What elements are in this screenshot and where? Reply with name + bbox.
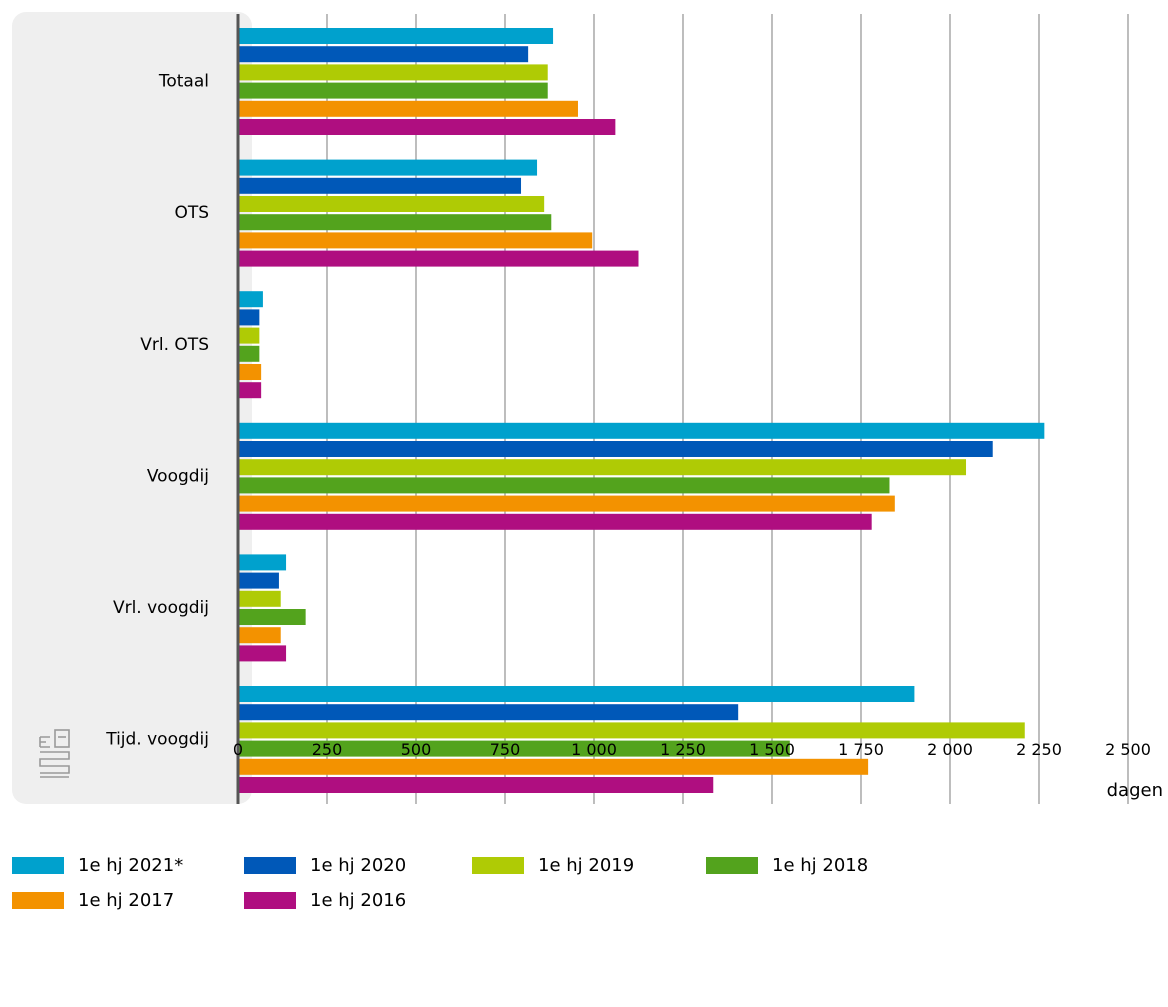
bar-chart: Totaal OTS Vrl. OTS Voogdij Vrl. voogdij Tijd… xyxy=(12,12,1163,804)
bar xyxy=(238,645,287,662)
x-tick-label: 1 750 xyxy=(838,740,884,759)
x-tick-label: 750 xyxy=(490,740,521,759)
category-label: OTS xyxy=(174,203,209,223)
x-tick-label: 2 000 xyxy=(927,740,973,759)
bar xyxy=(238,758,869,775)
legend-label: 1e hj 2018 xyxy=(772,854,869,876)
category-label: Totaal xyxy=(158,72,209,92)
legend-item: 1e hj 2020 xyxy=(244,852,406,878)
bar xyxy=(238,722,1025,739)
bar xyxy=(238,495,895,512)
bar xyxy=(238,82,548,99)
bar xyxy=(238,609,306,625)
bar xyxy=(238,704,739,721)
bar xyxy=(238,345,260,362)
bar xyxy=(238,28,554,44)
legend-label: 1e hj 2021* xyxy=(78,854,184,876)
legend-item: 1e hj 2018 xyxy=(706,852,868,878)
bar xyxy=(238,64,548,81)
x-tick-label: 2 500 xyxy=(1105,740,1151,759)
bars xyxy=(238,28,1045,793)
chart-label-panel xyxy=(12,12,252,804)
bar xyxy=(238,441,993,457)
legend-label: 1e hj 2016 xyxy=(310,889,407,911)
bar xyxy=(238,459,967,476)
grid-lines xyxy=(326,14,1129,804)
bar xyxy=(238,309,260,326)
bar xyxy=(238,327,260,344)
bar xyxy=(238,627,281,644)
category-label: Voogdij xyxy=(147,466,209,486)
x-tick-label: 250 xyxy=(312,740,343,759)
legend-swatch xyxy=(244,891,296,909)
bar xyxy=(238,250,639,267)
legend-label: 1e hj 2017 xyxy=(78,889,175,911)
x-tick-label: 1 000 xyxy=(571,740,617,759)
bar xyxy=(238,590,281,607)
cbs-logo-icon xyxy=(39,729,70,778)
x-tick-label: 0 xyxy=(233,740,243,759)
bar xyxy=(238,364,262,380)
bar xyxy=(238,159,538,176)
bar xyxy=(238,232,593,249)
legend-swatch xyxy=(12,891,64,909)
x-tick-label: 1 250 xyxy=(660,740,706,759)
bar xyxy=(238,46,529,63)
bar xyxy=(238,740,790,757)
legend-label: 1e hj 2019 xyxy=(538,854,635,876)
bar xyxy=(238,382,262,399)
bar xyxy=(238,119,616,135)
legend-label: 1e hj 2020 xyxy=(310,854,407,876)
legend-swatch xyxy=(706,856,758,874)
category-label: Tijd. voogdij xyxy=(105,730,209,750)
legend-item: 1e hj 2017 xyxy=(12,887,174,913)
bar xyxy=(238,777,714,793)
bar xyxy=(238,572,279,589)
bar xyxy=(238,477,890,494)
legend-item: 1e hj 2016 xyxy=(244,887,406,913)
bar xyxy=(238,100,578,117)
bar xyxy=(238,422,1045,439)
bar xyxy=(238,554,287,571)
x-tick-label: 2 250 xyxy=(1016,740,1062,759)
legend-item: 1e hj 2021* xyxy=(12,852,183,878)
bar xyxy=(238,291,263,308)
bar xyxy=(238,214,552,231)
x-tick-labels: 0 250 500 750 1 000 1 250 1 500 1 750 2 000 2 250… xyxy=(233,740,1151,759)
legend-swatch xyxy=(244,856,296,874)
bar xyxy=(238,177,522,194)
bar xyxy=(238,196,545,212)
category-labels: Totaal OTS Vrl. OTS Voogdij Vrl. voogdij Tijd… xyxy=(105,72,209,750)
bar xyxy=(238,686,915,702)
bar xyxy=(238,513,872,530)
x-tick-label: 500 xyxy=(401,740,432,759)
category-label: Vrl. OTS xyxy=(140,335,209,355)
x-axis-unit-label: dagen xyxy=(1107,780,1163,801)
legend-item: 1e hj 2019 xyxy=(472,852,634,878)
legend-swatch xyxy=(472,856,524,874)
x-tick-label: 1 500 xyxy=(749,740,795,759)
category-label: Vrl. voogdij xyxy=(113,598,209,618)
legend-swatch xyxy=(12,856,64,874)
